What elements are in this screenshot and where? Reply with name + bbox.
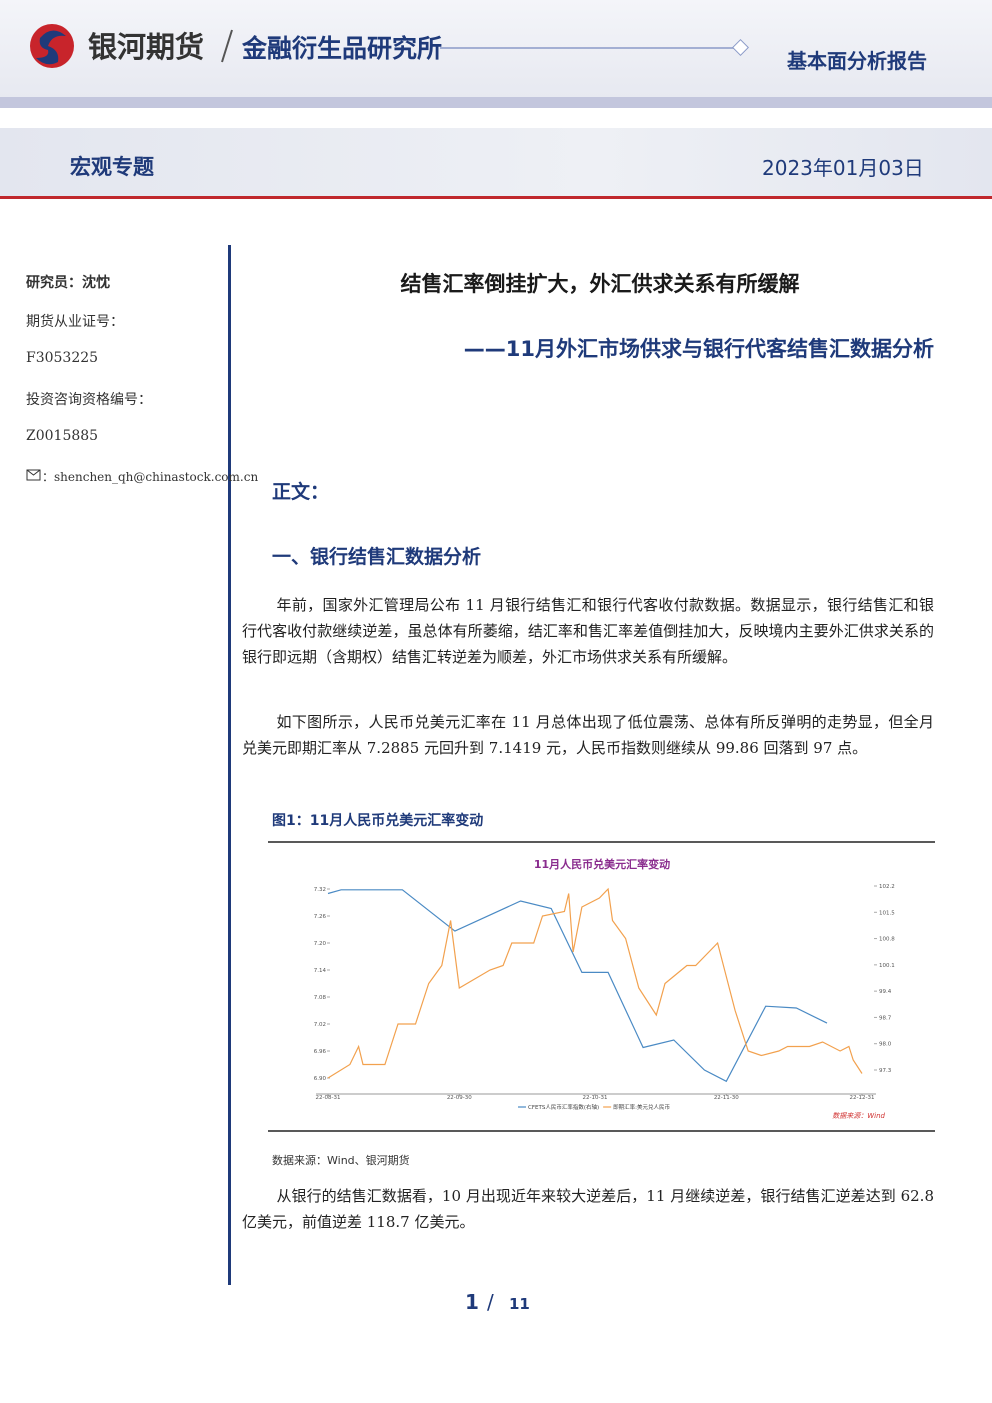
y2-tick-label: 97.3 — [879, 1068, 892, 1074]
x-tick-label: 22-09-30 — [447, 1095, 472, 1101]
y2-tick-label: 99.4 — [879, 989, 892, 995]
x-tick-label: 22-10-31 — [583, 1095, 608, 1101]
researcher: 研究员：沈忱 — [26, 275, 110, 291]
y-tick-label: 6.96 — [314, 1049, 327, 1055]
y-tick-label: 7.32 — [314, 887, 326, 893]
x-tick-label: 22-12-31 — [850, 1095, 875, 1101]
body-label: 正文： — [272, 481, 330, 503]
y-tick-label: 7.14 — [314, 968, 327, 974]
paragraph: 年前，国家外汇管理局公布 11 月银行结售汇和银行代客收付款数据。数据显示，银行… — [242, 596, 934, 666]
header-stripe — [0, 97, 992, 108]
email: ：shenchen_qh@chinastock.com.cn — [42, 470, 259, 484]
header-diamond — [732, 39, 749, 56]
chart: 11月人民币兑美元汇率变动 数据来源：Wind 6.90 6.96 7.02 7.08… — [268, 841, 935, 1132]
y2-tick-label: 102.2 — [879, 884, 895, 890]
qualification-label: 投资咨询资格编号： — [26, 392, 152, 408]
banner-rule — [0, 196, 992, 199]
x-tick-label: 22-11-30 — [714, 1095, 739, 1101]
y-tick-label: 7.02 — [314, 1022, 326, 1028]
series-line — [327, 887, 863, 1079]
legend-label: 即期汇率:美元兑人民币 — [613, 1103, 670, 1111]
article-subtitle: ——11月外汇市场供求与银行代客结售汇数据分析 — [463, 337, 934, 361]
license: F3053225 — [26, 350, 99, 366]
brand: 银河期货 — [88, 30, 205, 64]
banner — [0, 128, 992, 196]
page-separator: / — [487, 1290, 494, 1314]
page-current: 1 — [465, 1290, 479, 1314]
paragraph: 从银行的结售汇数据看，10 月出现近年来较大逆差后，11 月继续逆差，银行结售汇… — [242, 1187, 934, 1231]
figure-source: 数据来源：Wind、银河期货 — [272, 1154, 410, 1167]
y2-tick-label: 101.5 — [879, 910, 895, 916]
x-tick-label: 22-08-31 — [316, 1095, 341, 1101]
figure-caption: 图1：11月人民币兑美元汇率变动 — [272, 813, 484, 829]
report-date: 2023年01月03日 — [762, 156, 924, 180]
y-tick-label: 7.08 — [314, 995, 327, 1001]
header-graphics — [30, 24, 749, 68]
legend-label: CFETS人民币汇率指数(右轴) — [528, 1103, 599, 1111]
paragraph: 如下图所示，人民币兑美元汇率在 11 月总体出现了低位震荡、总体有所反弹明的走势… — [242, 713, 934, 757]
y2-tick-label: 98.7 — [879, 1015, 892, 1021]
y2-tick-label: 100.8 — [879, 937, 895, 943]
report-type: 基本面分析报告 — [787, 49, 927, 73]
y-tick-label: 6.90 — [314, 1076, 327, 1082]
article-title: 结售汇率倒挂扩大，外汇供求关系有所缓解 — [400, 272, 800, 296]
y-tick-label: 7.20 — [314, 941, 327, 947]
y2-tick-label: 98.0 — [879, 1042, 892, 1048]
chart-title: 11月人民币兑美元汇率变动 — [534, 857, 670, 871]
section-heading: 一、银行结售汇数据分析 — [272, 546, 482, 568]
logo-swirl — [36, 30, 66, 65]
qualification: Z0015885 — [26, 428, 99, 444]
header-divider — [221, 29, 233, 63]
y2-tick-label: 100.1 — [879, 963, 895, 969]
license-label: 期货从业证号： — [26, 314, 124, 330]
y-tick-label: 7.26 — [314, 914, 327, 920]
page-total: 11 — [509, 1295, 530, 1313]
category: 宏观专题 — [70, 155, 154, 179]
mail-icon — [26, 469, 41, 481]
sidebar-rule — [228, 245, 231, 1285]
institute: 金融衍生品研究所 — [242, 34, 443, 63]
chart-source: 数据来源：Wind — [832, 1112, 885, 1120]
